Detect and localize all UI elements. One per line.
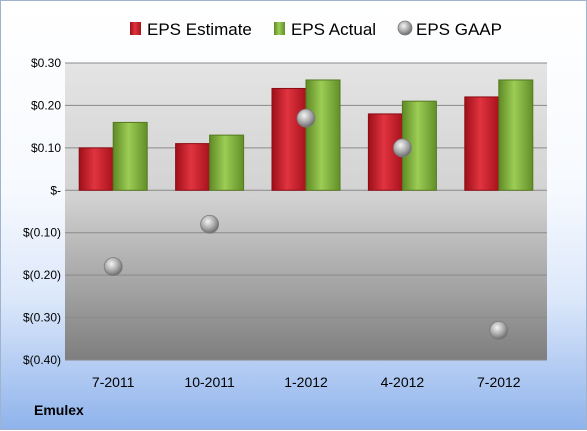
y-tick-label: $(0.10) [23,226,61,240]
eps-gaap-point [489,320,509,340]
y-tick-label: $- [50,183,61,197]
eps-estimate-bar [78,147,114,191]
x-tick-label: 10-2011 [184,374,235,390]
legend-eps-actual-label: EPS Actual [291,20,376,39]
eps-gaap-point [103,257,123,277]
legend-eps-gaap-label: EPS GAAP [416,20,502,39]
y-tick-label: $0.20 [31,98,61,112]
x-tick-label: 7-2011 [92,374,135,390]
eps-actual-bar [498,79,534,191]
legend-eps-actual-swatch [274,22,285,35]
plot-area: $0.30 $0.20 $0.10 $- $(0.10) $(0.20) $(0.30) $(… [23,56,547,390]
legend-eps-estimate-swatch [130,22,141,35]
eps-gaap-point [392,138,412,158]
x-tick-label: 7-2012 [477,374,521,390]
company-name: Emulex [34,402,84,418]
y-tick-label: $0.10 [31,141,61,155]
x-tick-label: 4-2012 [381,374,425,390]
eps-actual-bar [209,134,245,191]
y-tick-label: $(0.40) [23,353,61,367]
legend: EPS Estimate EPS Actual EPS GAAP [130,20,502,39]
eps-estimate-bar [175,143,211,191]
eps-gaap-point [200,214,220,234]
eps-estimate-bar [464,96,500,191]
eps-estimate-bar [271,87,307,191]
y-tick-label: $0.30 [31,56,61,70]
y-tick-label: $(0.20) [23,268,61,282]
x-tick-label: 1-2012 [284,374,328,390]
eps-actual-bar [305,79,341,191]
y-tick-label: $(0.30) [23,311,61,325]
eps-actual-bar [112,121,148,191]
legend-eps-gaap-swatch [397,20,413,36]
legend-eps-estimate-label: EPS Estimate [147,20,252,39]
eps-gaap-point [296,108,316,128]
